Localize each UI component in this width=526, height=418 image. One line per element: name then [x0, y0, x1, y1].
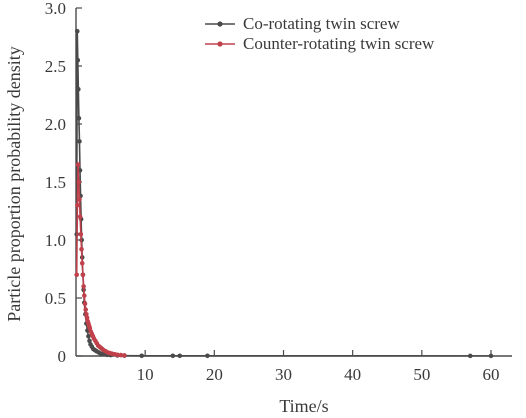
- data-point: [76, 86, 81, 92]
- data-point: [83, 307, 88, 312]
- data-point: [75, 162, 81, 167]
- x-tick-label: 30: [275, 365, 292, 384]
- x-tick-label: 50: [413, 365, 430, 384]
- data-point: [139, 353, 145, 359]
- data-point: [76, 115, 82, 121]
- data-point: [205, 353, 210, 359]
- x-ticks: 10 20 30 40 50 60: [137, 350, 500, 384]
- x-axis-title: Time/s: [279, 396, 328, 416]
- data-point: [74, 28, 80, 34]
- y-tick-label: 3.0: [45, 0, 66, 18]
- data-point: [77, 139, 82, 144]
- data-point: [78, 231, 84, 237]
- x-tick-label: 40: [344, 365, 361, 384]
- data-point: [87, 325, 93, 331]
- y-tick-label: 2.0: [45, 115, 66, 134]
- data-point: [81, 284, 86, 289]
- data-point: [170, 353, 176, 359]
- series-line: [75, 164, 125, 357]
- data-point: [122, 353, 127, 358]
- legend-swatch-marker: [217, 41, 223, 47]
- data-point: [115, 352, 120, 358]
- data-point: [79, 246, 84, 252]
- x-tick-label: 10: [137, 365, 154, 384]
- y-tick-label: 2.5: [45, 57, 66, 76]
- data-point: [76, 179, 82, 185]
- data-point: [82, 301, 88, 307]
- x-tick-label: 20: [206, 365, 223, 384]
- data-point: [75, 202, 80, 208]
- data-point: [82, 293, 87, 298]
- data-point: [87, 338, 92, 344]
- data-point: [75, 57, 81, 63]
- data-point: [118, 352, 124, 358]
- y-tick-label: 0: [58, 347, 67, 366]
- legend-swatch-marker: [217, 21, 223, 27]
- data-point: [488, 353, 494, 359]
- x-tick-label: 60: [483, 365, 500, 384]
- data-point: [467, 353, 473, 359]
- axes: [75, 8, 512, 357]
- data-point: [86, 333, 91, 339]
- y-tick-label: 1.0: [45, 231, 66, 250]
- data-point: [177, 353, 183, 359]
- data-point: [77, 197, 82, 202]
- data-point: [77, 214, 83, 220]
- data-point: [79, 260, 85, 266]
- series-counter-rotating: [74, 162, 127, 358]
- series-co-rotating: [74, 28, 494, 359]
- series-line: [75, 31, 491, 357]
- legend-label: Co-rotating twin screw: [243, 14, 400, 33]
- y-ticks: 0 0.5 1.0 1.5 2.0 2.5 3.0: [45, 0, 82, 366]
- data-point: [80, 272, 86, 278]
- data-point: [84, 315, 90, 321]
- legend-label: Counter-rotating twin screw: [243, 34, 435, 53]
- y-axis-title: Particle proportion probability density: [4, 46, 24, 321]
- y-tick-label: 1.5: [45, 173, 66, 192]
- y-tick-label: 0.5: [45, 289, 66, 308]
- series-layer: [74, 28, 494, 359]
- data-point: [74, 272, 79, 278]
- data-point: [84, 311, 89, 317]
